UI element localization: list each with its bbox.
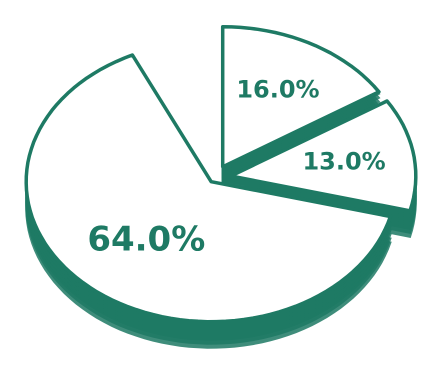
pie-slice	[220, 25, 381, 169]
data-label: 64.0%	[87, 220, 205, 260]
data-label: 13.0%	[302, 147, 385, 175]
pie-labels: 16.0% 13.0% 64.0%	[87, 76, 385, 260]
pie-tops	[24, 25, 418, 324]
pie-slice	[229, 99, 418, 213]
data-label: 16.0%	[236, 76, 319, 104]
pie-slice	[24, 53, 393, 324]
